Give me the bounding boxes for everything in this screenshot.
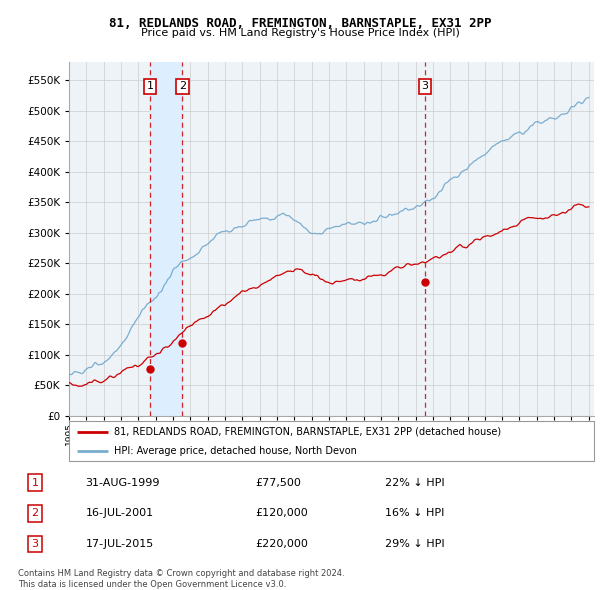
Text: £220,000: £220,000 — [255, 539, 308, 549]
Text: 3: 3 — [421, 81, 428, 91]
Text: HPI: Average price, detached house, North Devon: HPI: Average price, detached house, Nort… — [113, 446, 356, 456]
Text: 17-JUL-2015: 17-JUL-2015 — [86, 539, 154, 549]
Text: 2: 2 — [179, 81, 186, 91]
Text: 81, REDLANDS ROAD, FREMINGTON, BARNSTAPLE, EX31 2PP (detached house): 81, REDLANDS ROAD, FREMINGTON, BARNSTAPL… — [113, 427, 501, 437]
Text: Contains HM Land Registry data © Crown copyright and database right 2024.
This d: Contains HM Land Registry data © Crown c… — [18, 569, 344, 589]
Text: 16-JUL-2001: 16-JUL-2001 — [86, 509, 154, 518]
Text: 22% ↓ HPI: 22% ↓ HPI — [385, 478, 444, 487]
Text: 1: 1 — [31, 478, 38, 487]
Text: 2: 2 — [31, 509, 38, 518]
Bar — [150, 62, 182, 416]
Text: 1: 1 — [146, 81, 154, 91]
FancyBboxPatch shape — [69, 421, 594, 461]
Text: 31-AUG-1999: 31-AUG-1999 — [86, 478, 160, 487]
Text: Price paid vs. HM Land Registry's House Price Index (HPI): Price paid vs. HM Land Registry's House … — [140, 28, 460, 38]
Text: £120,000: £120,000 — [255, 509, 308, 518]
Text: 3: 3 — [31, 539, 38, 549]
Text: 81, REDLANDS ROAD, FREMINGTON, BARNSTAPLE, EX31 2PP: 81, REDLANDS ROAD, FREMINGTON, BARNSTAPL… — [109, 17, 491, 30]
Text: 29% ↓ HPI: 29% ↓ HPI — [385, 539, 444, 549]
Text: 16% ↓ HPI: 16% ↓ HPI — [385, 509, 444, 518]
Text: £77,500: £77,500 — [255, 478, 301, 487]
